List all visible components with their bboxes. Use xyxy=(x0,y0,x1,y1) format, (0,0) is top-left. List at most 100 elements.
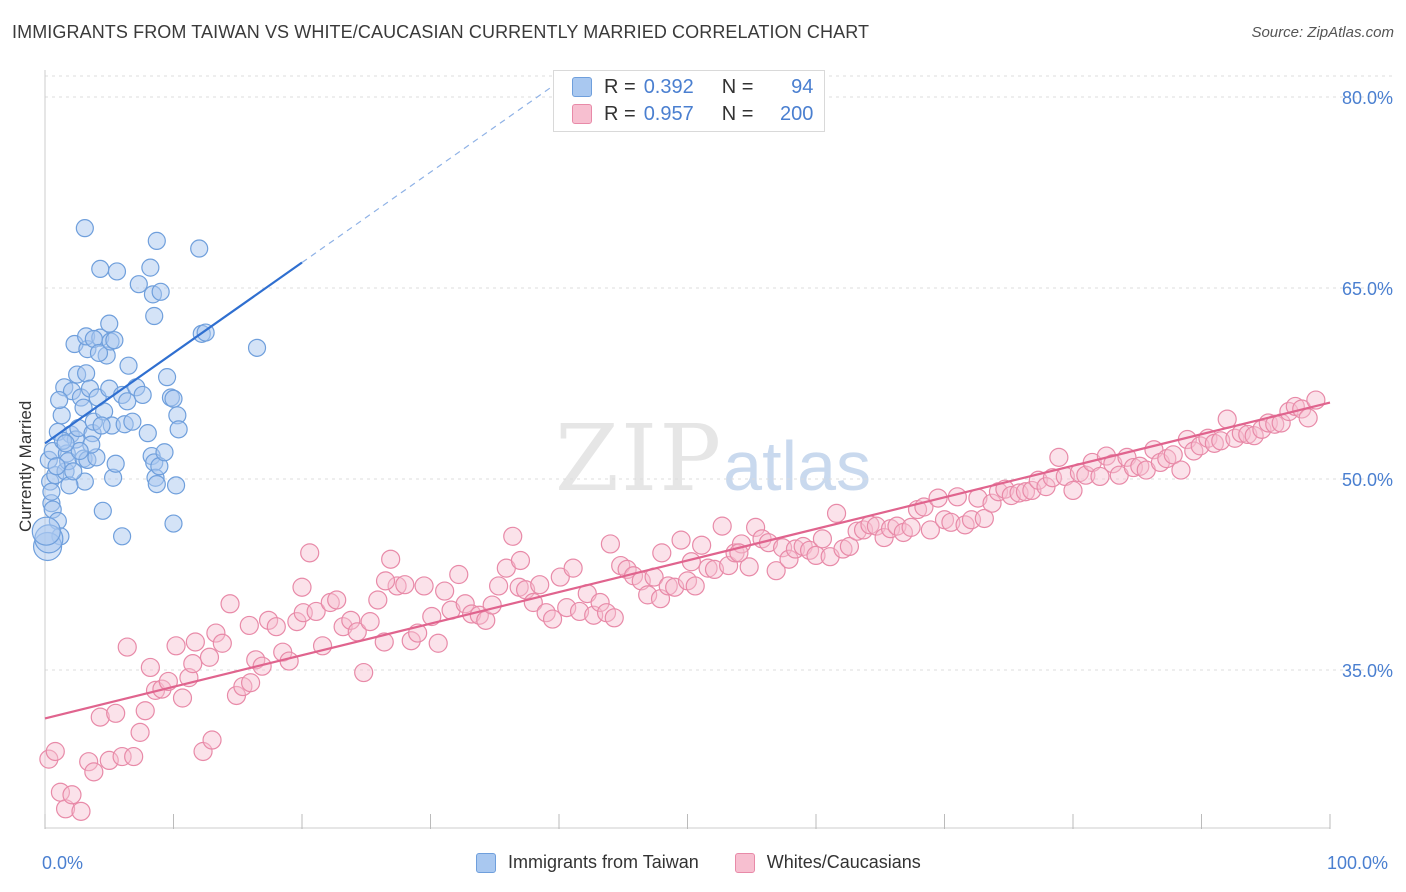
data-point-whites xyxy=(206,623,226,643)
data-point-taiwan xyxy=(190,239,209,258)
data-point-whites xyxy=(449,564,469,585)
data-point-whites xyxy=(1225,428,1245,448)
data-point-whites xyxy=(704,559,725,580)
y-tick-label: 80.0% xyxy=(1342,88,1393,108)
data-point-whites xyxy=(503,526,523,546)
data-point-whites xyxy=(333,617,353,637)
data-point-taiwan xyxy=(133,385,152,405)
legend-item-whites[interactable]: Whites/Caucasians xyxy=(734,852,921,873)
data-point-whites xyxy=(354,662,374,683)
data-point-whites xyxy=(1244,426,1264,446)
y-tick-labels: 35.0% 50.0% 65.0% 80.0% xyxy=(1342,88,1393,681)
data-point-whites xyxy=(557,598,577,618)
legend-swatch-whites xyxy=(734,852,755,873)
data-point-taiwan xyxy=(129,275,148,294)
data-point-taiwan xyxy=(93,501,112,520)
y-tick-label: 35.0% xyxy=(1342,661,1393,681)
data-point-whites xyxy=(812,529,833,549)
legend-label-whites: Whites/Caucasians xyxy=(766,852,921,872)
data-point-taiwan xyxy=(47,457,66,476)
data-point-whites xyxy=(395,575,415,595)
data-point-taiwan xyxy=(147,474,166,494)
data-point-whites xyxy=(306,601,326,622)
data-point-whites xyxy=(62,785,82,805)
data-point-whites xyxy=(739,557,759,577)
data-point-whites xyxy=(746,517,766,537)
data-point-taiwan xyxy=(42,482,61,501)
data-point-whites xyxy=(435,581,455,601)
r-value: 0.957 xyxy=(643,102,694,125)
data-point-whites xyxy=(124,746,144,767)
trend-line-taiwan xyxy=(44,261,303,445)
data-point-whites xyxy=(135,701,155,721)
data-point-whites xyxy=(300,543,320,563)
data-point-whites xyxy=(327,590,347,610)
legend-item-taiwan[interactable]: Immigrants from Taiwan xyxy=(476,852,699,873)
legend-swatch-taiwan xyxy=(476,852,496,873)
x-tick-left: 0.0% xyxy=(42,853,84,873)
data-point-taiwan xyxy=(164,389,183,408)
swatch-whites xyxy=(572,104,592,124)
data-point-whites xyxy=(422,606,442,627)
data-point-whites xyxy=(1298,408,1318,428)
data-point-taiwan xyxy=(92,416,111,435)
data-point-whites xyxy=(185,632,205,652)
data-point-whites xyxy=(99,750,119,771)
data-point-taiwan xyxy=(105,331,124,350)
data-point-whites xyxy=(341,610,361,630)
x-tick-right: 100.0% xyxy=(1327,853,1389,873)
data-point-whites xyxy=(387,576,407,596)
data-point-whites xyxy=(866,516,886,536)
data-point-whites xyxy=(71,801,91,821)
data-point-whites xyxy=(806,545,826,566)
data-point-whites xyxy=(130,722,150,742)
data-point-taiwan xyxy=(164,514,183,533)
data-point-whites xyxy=(542,609,563,629)
data-point-whites xyxy=(941,512,961,532)
data-point-whites xyxy=(569,601,590,622)
data-point-whites xyxy=(106,703,126,723)
data-point-taiwan xyxy=(112,527,132,546)
data-point-whites xyxy=(853,520,874,540)
trend-line-taiwan-extension xyxy=(301,81,560,264)
data-point-taiwan xyxy=(247,338,267,357)
n-value: 94 xyxy=(791,75,814,98)
data-point-whites xyxy=(1063,480,1083,501)
data-point-taiwan xyxy=(89,343,109,363)
trend-lines xyxy=(44,81,1331,720)
data-point-taiwan xyxy=(123,412,142,431)
data-point-whites xyxy=(1022,480,1042,501)
gridlines xyxy=(45,75,1395,671)
data-point-whites xyxy=(1163,445,1183,465)
data-point-whites xyxy=(901,517,921,537)
watermark: ZIPatlas xyxy=(555,405,871,512)
data-point-whites xyxy=(428,633,448,653)
data-point-whites xyxy=(590,592,610,613)
data-point-whites xyxy=(652,543,672,563)
data-point-taiwan xyxy=(100,314,119,333)
data-point-whites xyxy=(1184,441,1204,461)
data-point-whites xyxy=(266,617,286,637)
data-point-whites xyxy=(671,530,691,550)
data-point-whites xyxy=(112,746,132,767)
data-point-whites xyxy=(482,595,502,615)
stats-row-whites: R = 0.957 N = 200 xyxy=(572,101,813,127)
data-point-taiwan xyxy=(166,476,186,495)
data-point-taiwan xyxy=(75,219,94,238)
data-point-whites xyxy=(974,508,994,529)
data-point-whites xyxy=(563,558,583,578)
data-point-whites xyxy=(638,585,658,605)
r-label: R = xyxy=(604,102,636,125)
data-point-whites xyxy=(212,633,232,653)
data-point-taiwan xyxy=(147,231,166,250)
data-point-whites xyxy=(241,673,261,693)
data-point-whites xyxy=(530,575,550,595)
data-point-whites xyxy=(90,707,110,727)
r-label: R = xyxy=(604,75,636,98)
data-point-taiwan xyxy=(141,258,160,277)
legend-label-taiwan: Immigrants from Taiwan xyxy=(508,852,699,872)
data-point-whites xyxy=(489,576,509,596)
data-point-whites xyxy=(1015,482,1036,502)
data-point-whites xyxy=(279,651,299,671)
data-point-whites xyxy=(766,561,786,581)
